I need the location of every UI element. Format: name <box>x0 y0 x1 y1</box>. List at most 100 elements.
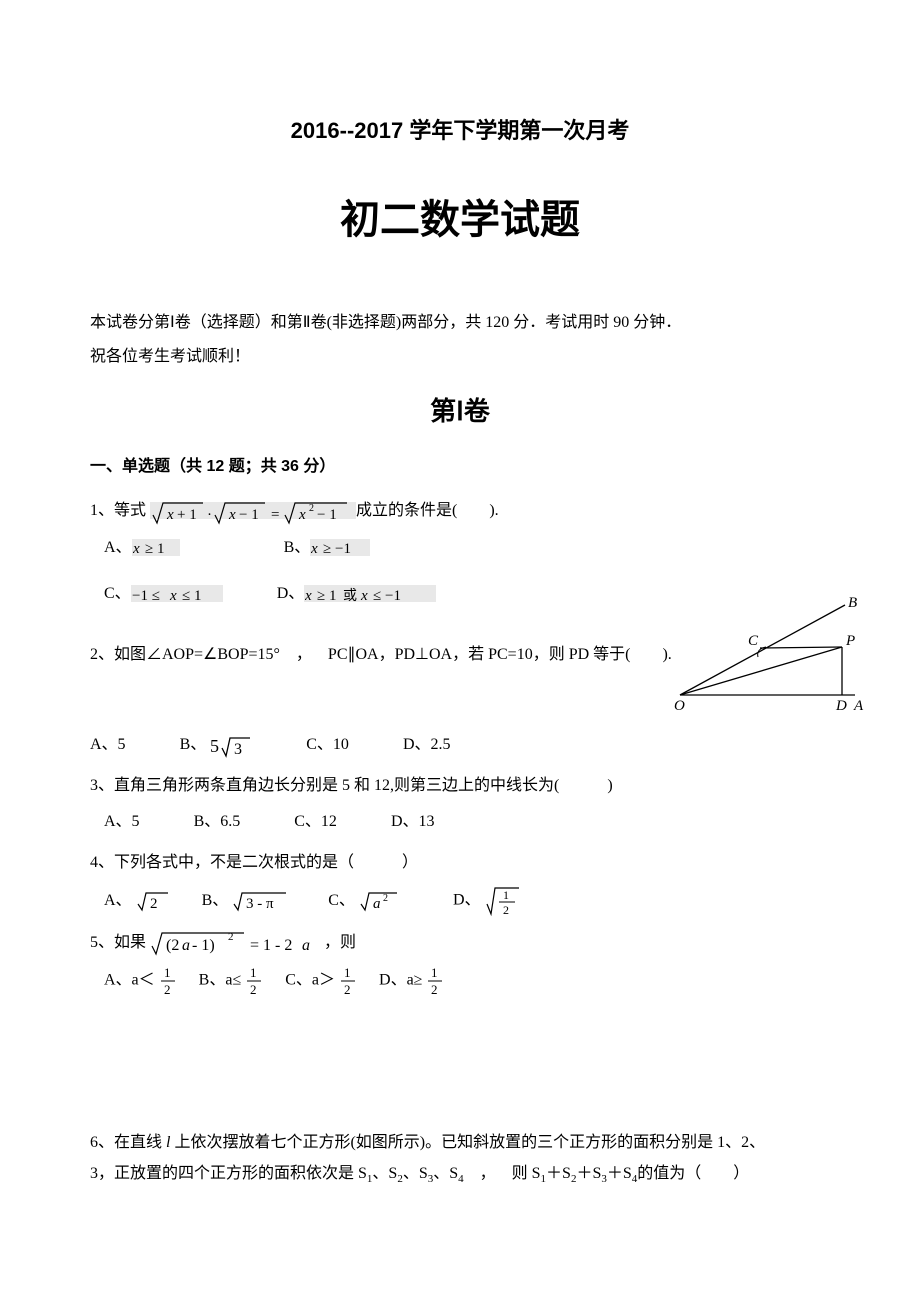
svg-text:或: 或 <box>343 588 357 604</box>
svg-text:1: 1 <box>250 965 257 980</box>
q6-line2: 3，正放置的四个正方形的面积依次是 S1、S2、S3、S4 ， 则 S1＋S2＋… <box>90 1159 830 1190</box>
question-5: 5、如果 (2 a - 1) 2 = 1 - 2 a ，则 A、a＜ 12 B、… <box>90 928 830 998</box>
exam-title: 初二数学试题 <box>90 182 830 258</box>
q3-optB: B、6.5 <box>194 807 241 837</box>
svg-text:2: 2 <box>344 982 351 997</box>
svg-text:≤ 1: ≤ 1 <box>182 588 201 604</box>
q1-equation: x + 1 · x − 1 = x 2 − 1 <box>150 502 356 519</box>
q5-suffix: ，则 <box>324 934 356 951</box>
svg-text:x: x <box>298 507 306 523</box>
svg-text:−1 ≤: −1 ≤ <box>132 588 160 604</box>
q3-options: A、5 B、6.5 C、12 D、13 <box>104 807 830 838</box>
svg-text:− 1: − 1 <box>317 507 337 523</box>
svg-text:+ 1: + 1 <box>177 507 197 523</box>
q1-optA-expr: x ≥ 1 <box>132 539 180 556</box>
svg-text:2: 2 <box>150 896 158 912</box>
svg-text:5: 5 <box>210 736 219 756</box>
q5-options: A、a＜ 12 B、a≤ 12 C、a＞ 12 D、a≥ 12 <box>104 964 830 998</box>
question-6: 6、在直线 l 上依次摆放着七个正方形(如图所示)。已知斜放置的三个正方形的面积… <box>90 1128 830 1189</box>
svg-text:2: 2 <box>383 893 388 904</box>
q5-optB: B、a≤ 12 <box>199 964 264 998</box>
q4-options: A、 2 B、 3 - π C、 a2 D、 12 <box>104 884 830 918</box>
exam-header: 2016--2017 学年下学期第一次月考 <box>90 110 830 152</box>
svg-text:x: x <box>311 541 318 557</box>
svg-text:≥ −1: ≥ −1 <box>323 541 351 557</box>
q4-optC: C、 a2 <box>328 886 399 916</box>
svg-text:x: x <box>166 507 174 523</box>
fig-label-P: P <box>845 633 855 649</box>
question-1: 1、等式 x + 1 · x − 1 = x 2 − 1 <box>90 496 830 609</box>
q1-optD-expr: x≥ 1或x≤ −1 <box>304 585 436 602</box>
q1-optC: C、−1 ≤x≤ 1 <box>104 579 223 609</box>
question-3: 3、直角三角形两条直角边长分别是 5 和 12,则第三边上的中线长为( ) A、… <box>90 771 830 838</box>
q1-optA: A、x≥ 1 <box>104 533 180 563</box>
fig-label-C: C <box>748 633 759 649</box>
q5-optD: D、a≥ 12 <box>379 964 444 998</box>
q2-options: A、5 B、 5 3 C、10 D、2.5 <box>90 730 830 761</box>
svg-text:≥ 1: ≥ 1 <box>317 588 336 604</box>
svg-text:1: 1 <box>344 965 351 980</box>
q5-optA: A、a＜ 12 <box>104 964 177 998</box>
svg-text:2: 2 <box>431 982 438 997</box>
q2-optC: C、10 <box>306 730 349 760</box>
svg-text:x: x <box>228 507 236 523</box>
fig-label-B: B <box>848 595 857 611</box>
svg-text:≥ 1: ≥ 1 <box>145 541 164 557</box>
svg-text:x: x <box>169 588 177 604</box>
question-4: 4、下列各式中，不是二次根式的是（ ） A、 2 B、 3 - π C、 a2 … <box>90 848 830 918</box>
svg-text:2: 2 <box>250 982 257 997</box>
q2-text: 2、如图∠AOP=∠BOP=15° ， PC∥OA，PD⊥OA，若 PC=10，… <box>90 646 672 663</box>
q1-optB: B、x≥ −1 <box>284 533 371 563</box>
question-2: 2、如图∠AOP=∠BOP=15° ， PC∥OA，PD⊥OA，若 PC=10，… <box>90 640 830 761</box>
q6-line1: 6、在直线 l 上依次摆放着七个正方形(如图所示)。已知斜放置的三个正方形的面积… <box>90 1128 830 1158</box>
svg-text:2: 2 <box>503 903 509 917</box>
svg-text:− 1: − 1 <box>239 507 259 523</box>
q3-optC: C、12 <box>294 807 337 837</box>
svg-text:1: 1 <box>431 965 438 980</box>
q1-optC-expr: −1 ≤ x ≤ 1 <box>131 585 223 602</box>
fig-label-O: O <box>674 698 685 714</box>
svg-text:- 1): - 1) <box>192 937 215 954</box>
svg-text:=: = <box>271 507 279 523</box>
fig-label-D: D <box>835 698 847 714</box>
svg-text:3 - π: 3 - π <box>246 896 274 912</box>
q1-optB-expr: x ≥ −1 <box>310 539 370 556</box>
page-root: 2016--2017 学年下学期第一次月考 初二数学试题 本试卷分第Ⅰ卷（选择题… <box>0 0 920 1260</box>
part1-heading: 第Ⅰ卷 <box>90 387 830 436</box>
fig-label-A: A <box>853 698 864 714</box>
svg-text:2: 2 <box>309 503 314 514</box>
svg-text:1: 1 <box>503 888 509 902</box>
svg-text:x: x <box>133 541 140 557</box>
q1-options-row1: A、x≥ 1 B、x≥ −1 <box>104 533 830 564</box>
svg-text:x: x <box>360 588 368 604</box>
section1-heading: 一、单选题（共 12 题；共 36 分） <box>90 452 830 482</box>
q4-optA: A、 2 <box>104 886 170 916</box>
svg-text:x: x <box>305 588 312 604</box>
svg-text:(2: (2 <box>166 937 179 954</box>
svg-text:a: a <box>182 937 190 954</box>
svg-text:= 1 - 2: = 1 - 2 <box>250 937 292 954</box>
q5-equation: (2 a - 1) 2 = 1 - 2 a <box>150 928 320 958</box>
svg-text:·: · <box>207 507 212 523</box>
svg-text:≤ −1: ≤ −1 <box>373 588 401 604</box>
svg-text:3: 3 <box>234 741 242 758</box>
q5-prefix: 5、如果 <box>90 934 146 951</box>
q3-optA: A、5 <box>104 807 140 837</box>
q5-optC: C、a＞ 12 <box>285 964 357 998</box>
q4-text: 4、下列各式中，不是二次根式的是（ ） <box>90 848 830 878</box>
intro-line-2: 祝各位考生考试顺利！ <box>90 342 830 372</box>
intro-line-1: 本试卷分第Ⅰ卷（选择题）和第Ⅱ卷(非选择题)两部分，共 120 分．考试用时 9… <box>90 308 830 338</box>
svg-text:2: 2 <box>228 931 234 943</box>
q3-optD: D、13 <box>391 807 435 837</box>
svg-text:1: 1 <box>164 965 171 980</box>
q2-figure: B P C O D A <box>670 595 870 715</box>
q2-optD: D、2.5 <box>403 730 451 760</box>
svg-text:2: 2 <box>164 982 171 997</box>
q1-prefix: 1、等式 <box>90 502 150 519</box>
q2-optA: A、5 <box>90 730 126 760</box>
q4-optD: D、 12 <box>453 884 521 918</box>
q1-optD: D、x≥ 1或x≤ −1 <box>277 579 437 609</box>
svg-text:a: a <box>373 896 381 912</box>
q4-optB: B、 3 - π <box>202 886 289 916</box>
q2-optB: B、 5 3 <box>180 730 253 760</box>
